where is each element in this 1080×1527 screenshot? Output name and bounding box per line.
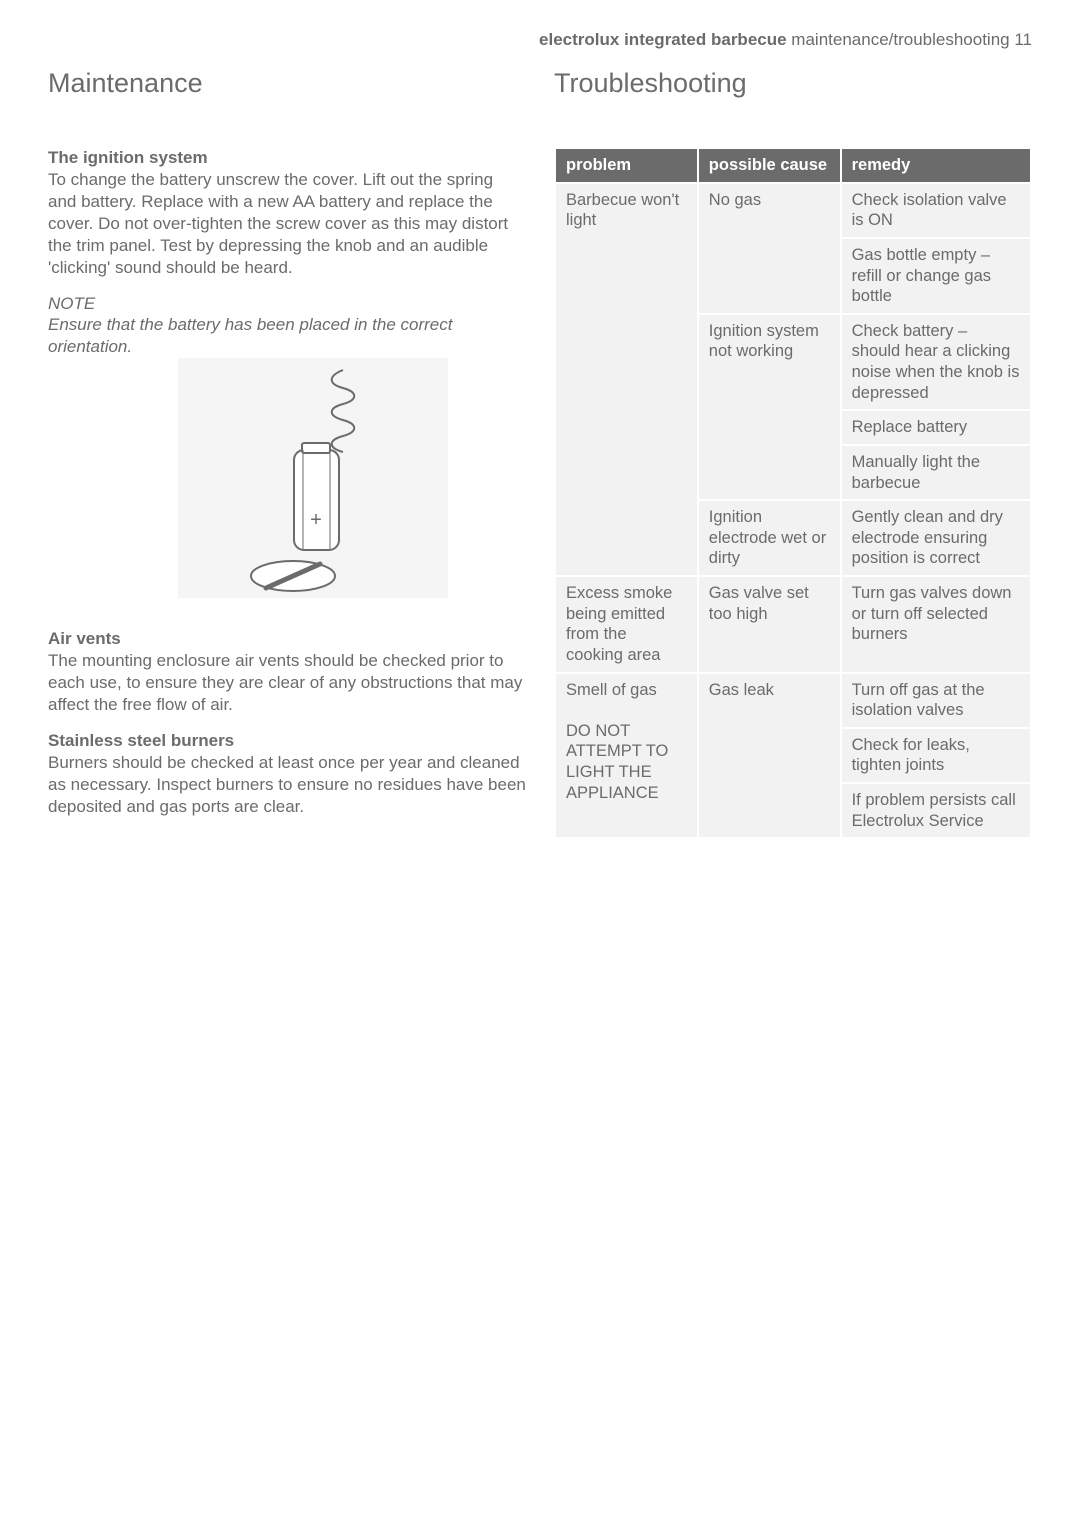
- airvents-body: The mounting enclosure air vents should …: [48, 650, 526, 716]
- svg-text:+: +: [310, 509, 322, 531]
- note-label: NOTE: [48, 294, 526, 314]
- cell-cause: Ignition electrode wet or dirty: [698, 500, 841, 576]
- header-section: maintenance/troubleshooting 11: [787, 30, 1032, 49]
- two-column-layout: Maintenance The ignition system To chang…: [48, 68, 1032, 839]
- th-remedy: remedy: [841, 148, 1031, 183]
- cell-problem: Barbecue won't light: [555, 183, 698, 576]
- troubleshooting-table: problem possible cause remedy Barbecue w…: [554, 147, 1032, 839]
- cell-remedy: Gas bottle empty – refill or change gas …: [841, 238, 1031, 314]
- cell-remedy: If problem persists call Electrolux Serv…: [841, 783, 1031, 838]
- header-brand: electrolux integrated barbecue: [539, 30, 787, 49]
- cell-problem: Excess smoke being emitted from the cook…: [555, 576, 698, 673]
- cell-remedy: Check battery – should hear a clicking n…: [841, 314, 1031, 411]
- cell-remedy: Gently clean and dry electrode ensuring …: [841, 500, 1031, 576]
- cell-remedy: Turn off gas at the isolation valves: [841, 673, 1031, 728]
- cell-cause: Gas leak: [698, 673, 841, 839]
- burners-body: Burners should be checked at least once …: [48, 752, 526, 818]
- battery-diagram: +: [178, 358, 448, 598]
- table-header-row: problem possible cause remedy: [555, 148, 1031, 183]
- troubleshooting-column: Troubleshooting problem possible cause r…: [554, 68, 1032, 839]
- note-body: Ensure that the battery has been placed …: [48, 314, 526, 358]
- cell-remedy: Turn gas valves down or turn off selecte…: [841, 576, 1031, 673]
- cell-problem-warning: DO NOT ATTEMPT TO LIGHT THE APPLIANCE: [566, 722, 668, 802]
- cell-remedy: Check isolation valve is ON: [841, 183, 1031, 238]
- battery-diagram-svg: +: [178, 358, 448, 598]
- th-problem: problem: [555, 148, 698, 183]
- table-row: Barbecue won't light No gas Check isolat…: [555, 183, 1031, 238]
- ignition-heading: The ignition system: [48, 147, 526, 169]
- maintenance-title: Maintenance: [48, 68, 526, 99]
- burners-heading: Stainless steel burners: [48, 730, 526, 752]
- page-header: electrolux integrated barbecue maintenan…: [48, 30, 1032, 50]
- cell-remedy: Replace battery: [841, 410, 1031, 445]
- cell-problem: Smell of gas DO NOT ATTEMPT TO LIGHT THE…: [555, 673, 698, 839]
- cell-remedy: Check for leaks, tighten joints: [841, 728, 1031, 783]
- cell-cause: Gas valve set too high: [698, 576, 841, 673]
- th-cause: possible cause: [698, 148, 841, 183]
- cell-cause: Ignition system not working: [698, 314, 841, 500]
- maintenance-column: Maintenance The ignition system To chang…: [48, 68, 526, 839]
- airvents-heading: Air vents: [48, 628, 526, 650]
- table-row: Smell of gas DO NOT ATTEMPT TO LIGHT THE…: [555, 673, 1031, 728]
- table-row: Excess smoke being emitted from the cook…: [555, 576, 1031, 673]
- cell-remedy: Manually light the barbecue: [841, 445, 1031, 500]
- cell-problem-text: Smell of gas: [566, 681, 657, 699]
- cell-cause: No gas: [698, 183, 841, 314]
- ignition-body: To change the battery unscrew the cover.…: [48, 169, 526, 279]
- troubleshooting-title: Troubleshooting: [554, 68, 1032, 99]
